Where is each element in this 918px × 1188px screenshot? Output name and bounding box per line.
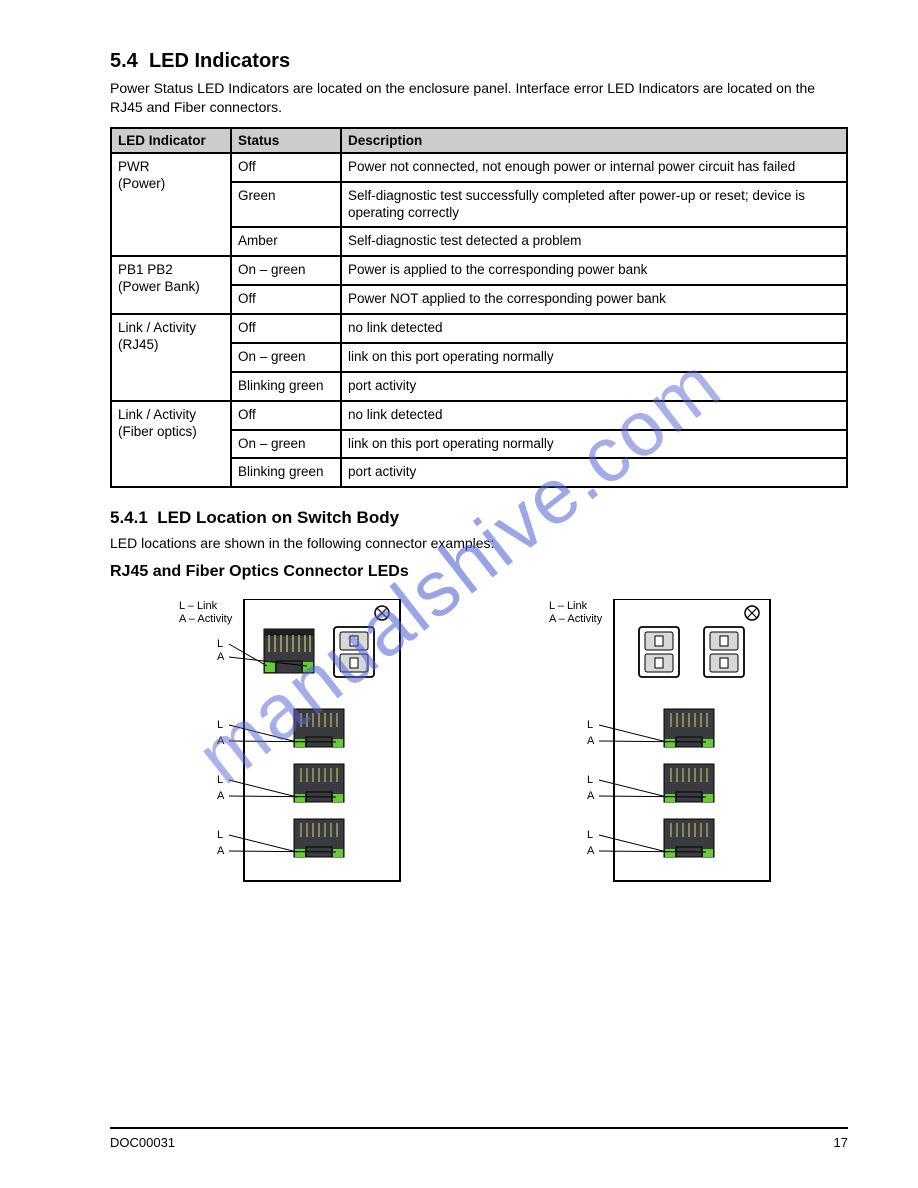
table-row: Link / Activity(Fiber optics) Off no lin… [111,401,847,430]
cell-indicator: Link / Activity(Fiber optics) [111,401,231,488]
subsection-heading: 5.4.1 LED Location on Switch Body [110,508,848,528]
cell-desc: Self-diagnostic test detected a problem [341,227,847,256]
footer-doc-id: DOC00031 [110,1135,175,1150]
subsection-number: 5.4.1 [110,508,148,527]
svg-text:A: A [587,845,595,857]
cell-desc: Self-diagnostic test successfully comple… [341,182,847,228]
cell-status: Green [231,182,341,228]
label-l: L [217,638,223,650]
cell-status: Blinking green [231,372,341,401]
cell-status: Off [231,285,341,314]
section-title: LED Indicators [149,50,290,72]
cell-desc: port activity [341,372,847,401]
diagram-right: L – Link A – Activity [549,599,779,892]
diagram-left: L – Link A – Activity [179,599,409,892]
label-activity-header: A – Activity [549,613,603,625]
th-description: Description [341,128,847,153]
cell-status: Off [231,401,341,430]
cell-desc: link on this port operating normally [341,343,847,372]
cell-desc: Power NOT applied to the corresponding p… [341,285,847,314]
cell-desc: port activity [341,458,847,487]
cell-indicator: PWR(Power) [111,153,231,257]
cell-desc: Power not connected, not enough power or… [341,153,847,182]
cell-desc: link on this port operating normally [341,430,847,459]
switch-diagram-right-svg: L – Link A – Activity [549,599,779,889]
svg-text:A: A [587,790,595,802]
table-row: Link / Activity(RJ45) Off no link detect… [111,314,847,343]
table-row: PWR(Power) Off Power not connected, not … [111,153,847,182]
section-heading: 5.4 LED Indicators [110,50,848,73]
label-link-header: L – Link [179,600,218,612]
svg-text:L: L [217,829,223,841]
svg-text:A: A [217,735,225,747]
section-number: 5.4 [110,50,138,72]
th-status: Status [231,128,341,153]
svg-text:L: L [217,774,223,786]
cell-desc: Power is applied to the corresponding po… [341,256,847,285]
table-row: PB1 PB2(Power Bank) On – green Power is … [111,256,847,285]
diag-intro: LED locations are shown in the following… [110,534,848,553]
svg-text:L: L [587,774,593,786]
led-activity [303,662,313,672]
svg-text:L: L [587,829,593,841]
diag-title: RJ45 and Fiber Optics Connector LEDs [110,563,848,581]
cell-status: On – green [231,343,341,372]
label-a: A [217,651,225,663]
subsection-title: LED Location on Switch Body [157,508,399,527]
cell-status: On – green [231,430,341,459]
cell-desc: no link detected [341,401,847,430]
svg-text:L: L [587,719,593,731]
cell-status: On – green [231,256,341,285]
cell-indicator: Link / Activity(RJ45) [111,314,231,401]
cell-status: Off [231,153,341,182]
cell-status: Amber [231,227,341,256]
led-link [265,662,275,672]
svg-text:L: L [217,719,223,731]
svg-text:A: A [587,735,595,747]
svg-text:A: A [217,845,225,857]
cell-status: Blinking green [231,458,341,487]
cell-status: Off [231,314,341,343]
footer-page-number: 17 [834,1135,848,1150]
led-table: LED Indicator Status Description PWR(Pow… [110,127,848,489]
switch-diagram-left-svg: L – Link A – Activity [179,599,409,889]
svg-text:A: A [217,790,225,802]
label-link-header: L – Link [549,600,588,612]
page-footer: DOC00031 17 [110,1127,848,1150]
th-indicator: LED Indicator [111,128,231,153]
cell-indicator: PB1 PB2(Power Bank) [111,256,231,314]
intro-paragraph: Power Status LED Indicators are located … [110,79,848,117]
label-activity-header: A – Activity [179,613,233,625]
cell-desc: no link detected [341,314,847,343]
